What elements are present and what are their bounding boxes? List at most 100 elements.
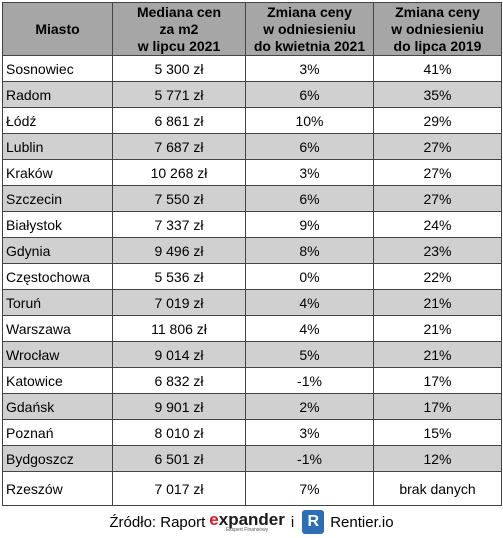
- table-row: Bydgoszcz 6 501 zł -1% 12%: [2, 445, 502, 472]
- header-line: w odniesieniu: [391, 20, 484, 37]
- cell-change-april-2021: 8%: [245, 237, 374, 264]
- header-line: do kwietnia 2021: [253, 37, 366, 54]
- cell-change-july-2019: 27%: [373, 185, 502, 212]
- conjunction: i: [290, 513, 295, 531]
- cell-median-price: 5 536 zł: [112, 263, 246, 290]
- cell-change-april-2021: 9%: [245, 211, 374, 238]
- cell-change-july-2019: 23%: [373, 237, 502, 264]
- cell-median-price: 7 337 zł: [112, 211, 246, 238]
- cell-change-april-2021: 2%: [245, 393, 374, 420]
- cell-city: Kraków: [2, 159, 113, 186]
- cell-change-april-2021: 6%: [245, 185, 374, 212]
- table-row: Radom 5 771 zł 6% 35%: [2, 81, 502, 108]
- cell-change-april-2021: 6%: [245, 133, 374, 160]
- cell-change-april-2021: 7%: [245, 471, 374, 506]
- table-row: Częstochowa 5 536 zł 0% 22%: [2, 263, 502, 290]
- cell-change-april-2021: -1%: [245, 445, 374, 472]
- table-row: Wrocław 9 014 zł 5% 21%: [2, 341, 502, 368]
- cell-city: Gdańsk: [2, 393, 113, 420]
- table-row: Rzeszów 7 017 zł 7% brak danych: [2, 471, 502, 506]
- table-row: Szczecin 7 550 zł 6% 27%: [2, 185, 502, 212]
- cell-city: Wrocław: [2, 341, 113, 368]
- cell-change-april-2021: 4%: [245, 289, 374, 316]
- cell-change-april-2021: 0%: [245, 263, 374, 290]
- cell-change-april-2021: 3%: [245, 55, 374, 82]
- cell-median-price: 7 550 zł: [112, 185, 246, 212]
- cell-change-july-2019: 24%: [373, 211, 502, 238]
- cell-median-price: 9 496 zł: [112, 237, 246, 264]
- cell-median-price: 6 832 zł: [112, 367, 246, 394]
- cell-city: Gdynia: [2, 237, 113, 264]
- cell-median-price: 7 019 zł: [112, 289, 246, 316]
- cell-median-price: 9 014 zł: [112, 341, 246, 368]
- header-change-july-2019: Zmiana ceny w odniesieniu do lipca 2019: [373, 2, 502, 56]
- table-row: Toruń 7 019 zł 4% 21%: [2, 289, 502, 316]
- header-line: Zmiana ceny: [395, 3, 480, 20]
- header-line: w odniesieniu: [263, 20, 356, 37]
- header-line: do lipca 2019: [393, 37, 482, 54]
- cell-median-price: 5 300 zł: [112, 55, 246, 82]
- cell-change-july-2019: 27%: [373, 133, 502, 160]
- cell-city: Częstochowa: [2, 263, 113, 290]
- table-row: Warszawa 11 806 zł 4% 21%: [2, 315, 502, 342]
- cell-change-july-2019: 21%: [373, 315, 502, 342]
- cell-city: Katowice: [2, 367, 113, 394]
- cell-median-price: 7 017 zł: [112, 471, 246, 506]
- table-row: Gdynia 9 496 zł 8% 23%: [2, 237, 502, 264]
- source-footer: Źródło: Raport expander Ekspert Finansow…: [0, 506, 503, 538]
- table-body: Sosnowiec 5 300 zł 3% 41% Radom 5 771 zł 6% 35%…: [2, 55, 502, 506]
- cell-median-price: 7 687 zł: [112, 133, 246, 160]
- cell-change-april-2021: 10%: [245, 107, 374, 134]
- cell-change-july-2019: 17%: [373, 393, 502, 420]
- cell-change-july-2019: 21%: [373, 289, 502, 316]
- cell-change-july-2019: 21%: [373, 341, 502, 368]
- cell-city: Radom: [2, 81, 113, 108]
- cell-city: Poznań: [2, 419, 113, 446]
- table-row: Sosnowiec 5 300 zł 3% 41%: [2, 55, 502, 82]
- cell-change-april-2021: 3%: [245, 159, 374, 186]
- cell-median-price: 9 901 zł: [112, 393, 246, 420]
- cell-city: Bydgoszcz: [2, 445, 113, 472]
- cell-change-april-2021: -1%: [245, 367, 374, 394]
- cell-change-july-2019: 15%: [373, 419, 502, 446]
- table-row: Białystok 7 337 zł 9% 24%: [2, 211, 502, 238]
- cell-median-price: 6 861 zł: [112, 107, 246, 134]
- expander-logo-rest: xpander: [218, 509, 285, 529]
- cell-change-april-2021: 4%: [245, 315, 374, 342]
- cell-median-price: 5 771 zł: [112, 81, 246, 108]
- table-row: Gdańsk 9 901 zł 2% 17%: [2, 393, 502, 420]
- cell-change-july-2019: brak danych: [373, 471, 502, 506]
- cell-change-july-2019: 41%: [373, 55, 502, 82]
- header-line: Mediana cen: [136, 3, 222, 20]
- cell-change-july-2019: 22%: [373, 263, 502, 290]
- cell-city: Lublin: [2, 133, 113, 160]
- cell-median-price: 10 268 zł: [112, 159, 246, 186]
- rentier-logo-icon: R: [302, 510, 325, 534]
- table-row: Łódź 6 861 zł 10% 29%: [2, 107, 502, 134]
- cell-city: Łódź: [2, 107, 113, 134]
- cell-city: Sosnowiec: [2, 55, 113, 82]
- cell-median-price: 11 806 zł: [112, 315, 246, 342]
- cell-change-april-2021: 3%: [245, 419, 374, 446]
- cell-median-price: 8 010 zł: [112, 419, 246, 446]
- cell-city: Warszawa: [2, 315, 113, 342]
- header-row: Miasto Mediana cen za m2 w lipcu 2021 Zm…: [2, 2, 502, 56]
- table-row: Lublin 7 687 zł 6% 27%: [2, 133, 502, 160]
- cell-change-july-2019: 17%: [373, 367, 502, 394]
- cell-change-april-2021: 6%: [245, 81, 374, 108]
- expander-logo-prefix: e: [209, 509, 219, 529]
- table-row: Katowice 6 832 zł -1% 17%: [2, 367, 502, 394]
- cell-city: Rzeszów: [2, 471, 113, 506]
- header-change-april-2021: Zmiana ceny w odniesieniu do kwietnia 20…: [245, 2, 374, 56]
- rentier-text: Rentier.io: [330, 513, 394, 531]
- cell-city: Toruń: [2, 289, 113, 316]
- cell-city: Szczecin: [2, 185, 113, 212]
- header-median-price: Mediana cen za m2 w lipcu 2021: [112, 2, 246, 56]
- header-city: Miasto: [2, 2, 113, 56]
- cell-city: Białystok: [2, 211, 113, 238]
- header-line: za m2: [159, 20, 199, 37]
- cell-change-july-2019: 12%: [373, 445, 502, 472]
- cell-median-price: 6 501 zł: [112, 445, 246, 472]
- cell-change-april-2021: 5%: [245, 341, 374, 368]
